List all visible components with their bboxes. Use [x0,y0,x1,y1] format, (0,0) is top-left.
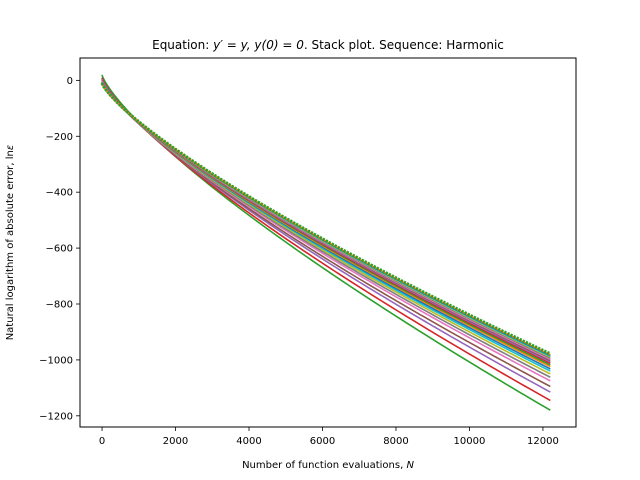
y-axis-label-symbol: ε [5,144,16,150]
series-line [100,82,551,356]
y-tick-label: 0 [67,76,73,87]
y-axis-ticks: 0 −200 −400 −600 −800 −1000 −1200 [39,76,80,422]
y-tick-label: −400 [46,188,73,199]
x-tick-label: 8000 [383,436,408,447]
y-tick-label: −200 [46,132,73,143]
y-axis-label: Natural logarithm of absolute error, lnε [5,144,16,340]
y-tick-label: −600 [46,244,73,255]
x-tick-label: 10000 [454,436,486,447]
chart-title-suffix: . Stack plot. Sequence: Harmonic [304,38,504,52]
x-tick-label: 12000 [527,436,559,447]
y-tick-label: −1200 [39,411,73,422]
x-axis-label-text: Number of function evaluations, [242,460,406,471]
x-axis-label-symbol: N [406,460,414,471]
y-tick-label: −1000 [39,355,73,366]
chart-title-equation: y′ = y, y(0) = 0 [212,38,304,52]
x-axis-ticks: 0 2000 4000 6000 8000 10000 12000 [99,427,559,447]
x-tick-label: 4000 [236,436,261,447]
y-tick-label: −800 [46,300,73,311]
x-tick-label: 0 [99,436,105,447]
y-axis-label-text: Natural logarithm of absolute error, ln [5,150,16,340]
x-tick-label: 6000 [310,436,335,447]
chart-title: Equation: y′ = y, y(0) = 0. Stack plot. … [152,38,504,52]
series-layer [100,74,551,411]
x-axis-label: Number of function evaluations, N [242,460,414,471]
plot-frame [79,57,577,428]
x-tick-label: 2000 [163,436,188,447]
chart-title-prefix: Equation: [152,38,213,52]
